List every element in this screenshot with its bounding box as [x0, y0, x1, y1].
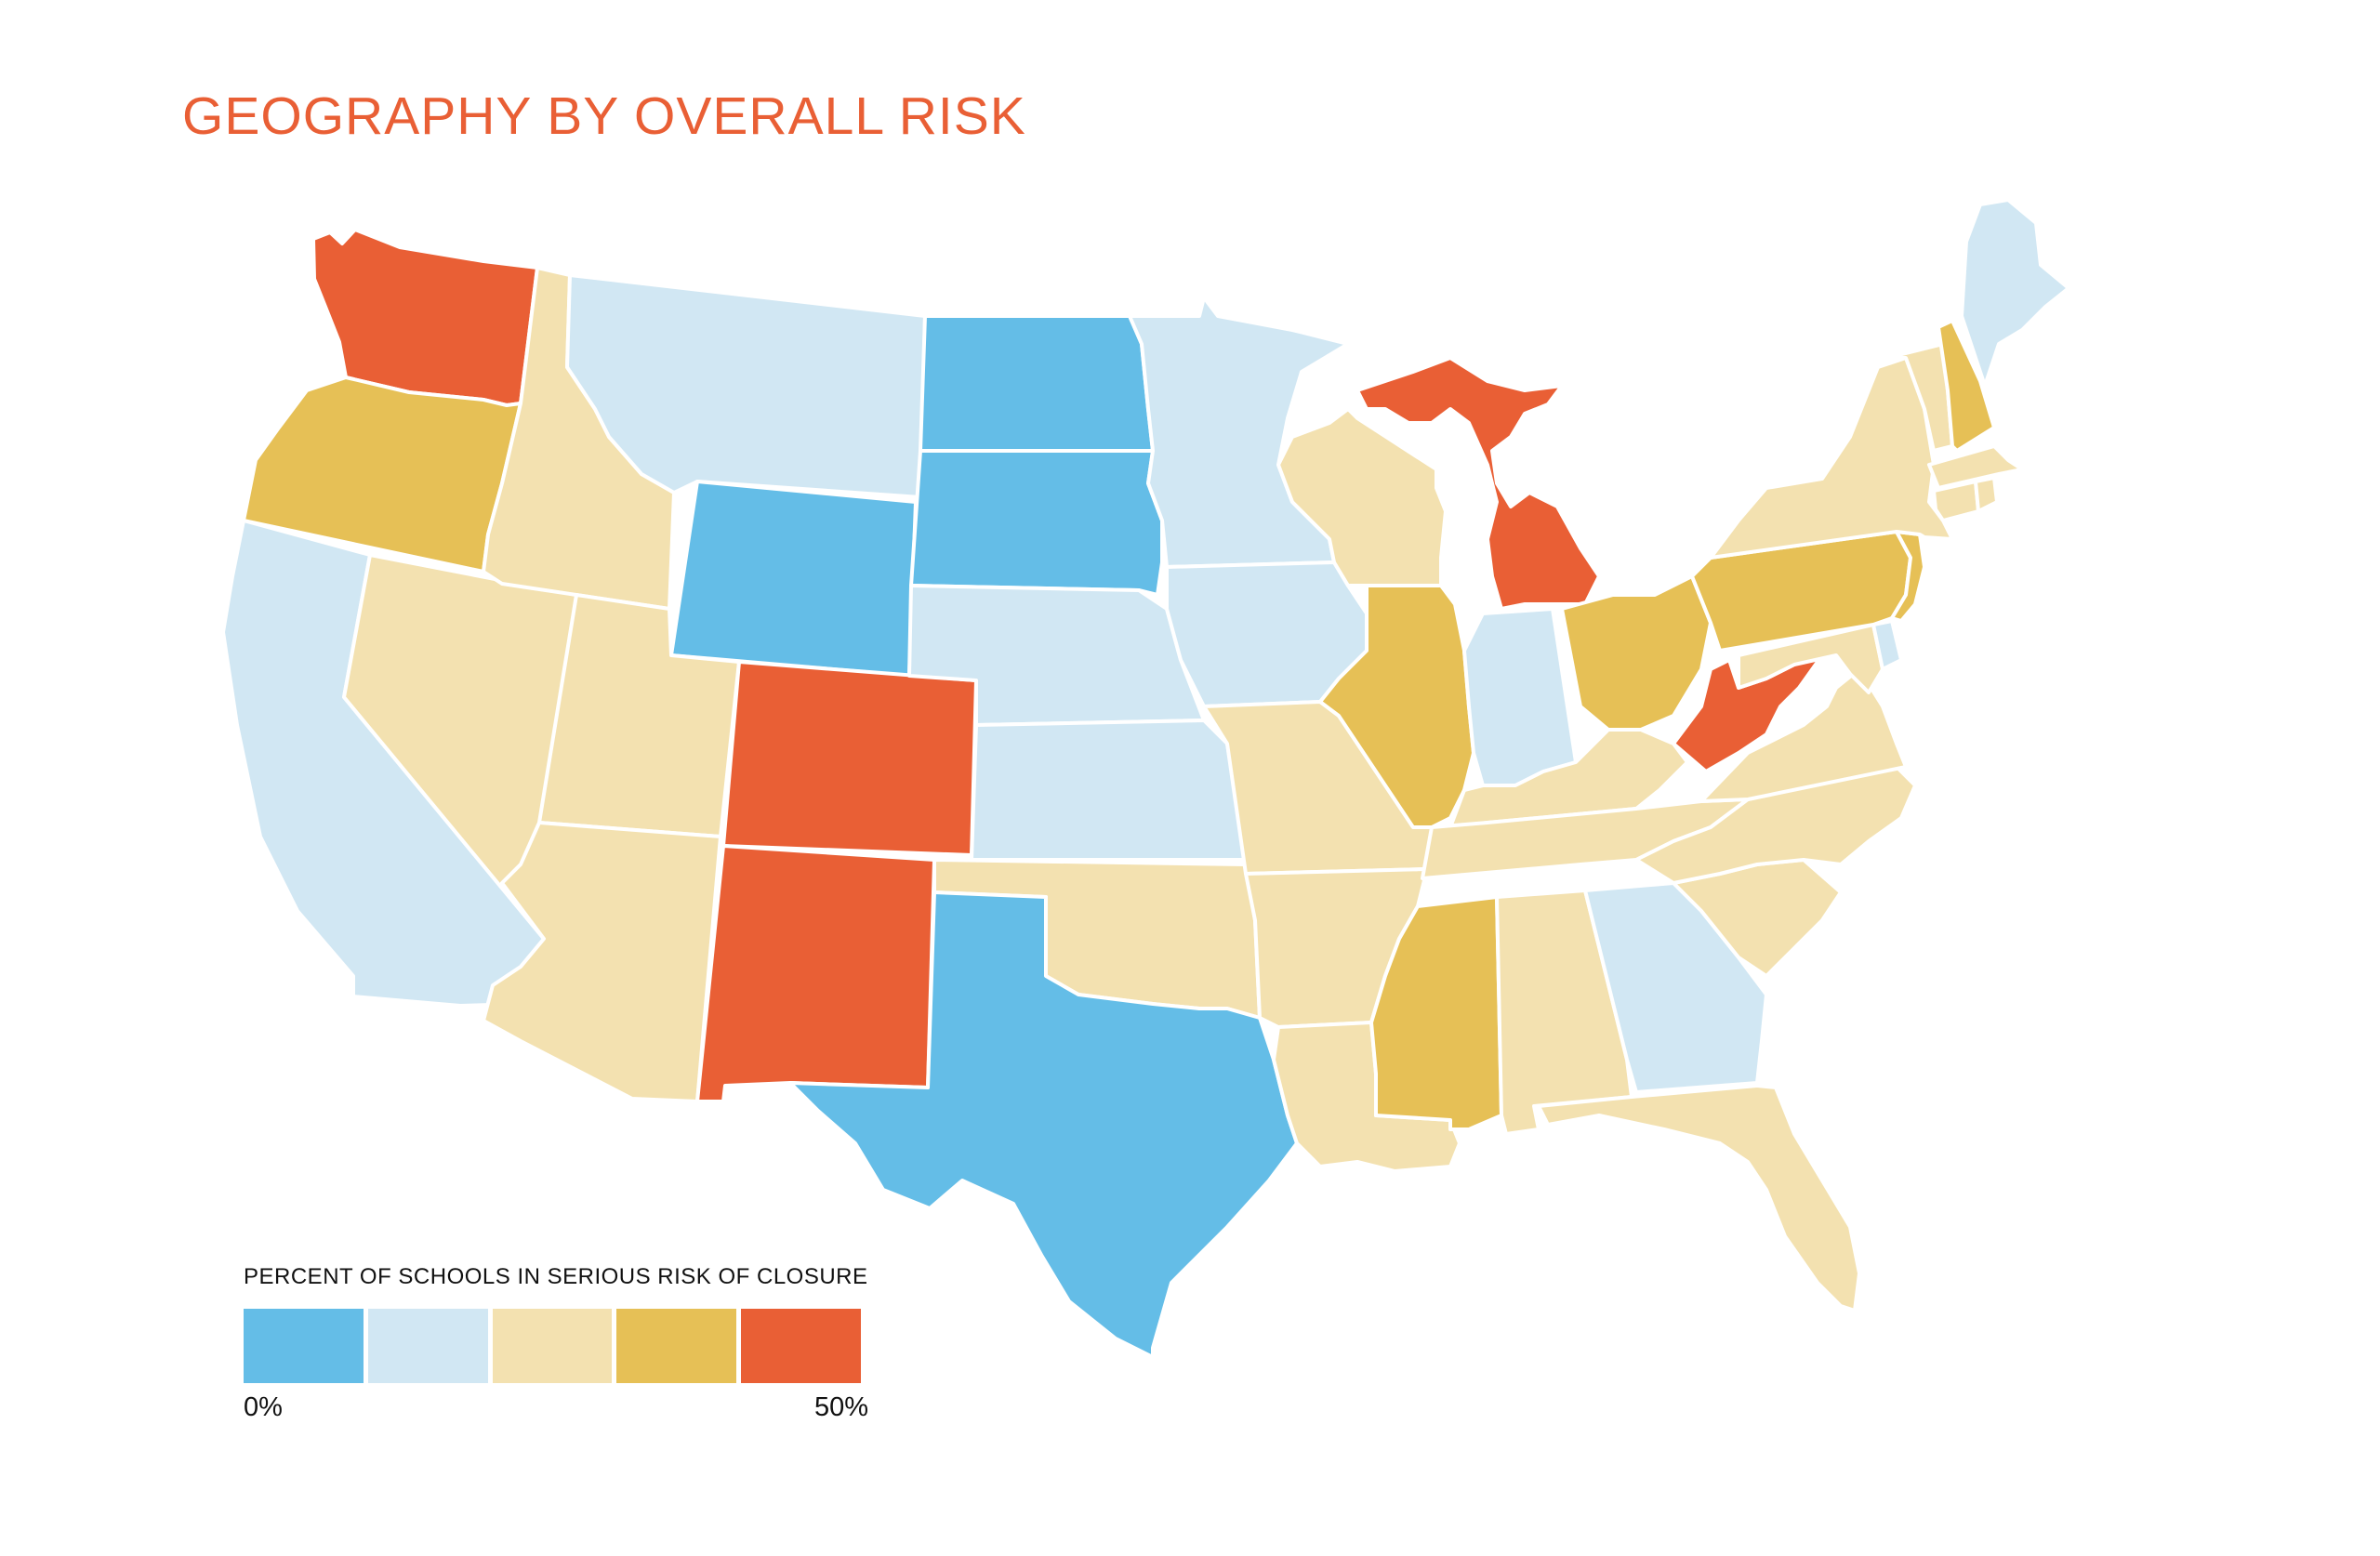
state-wi[interactable] — [1276, 407, 1448, 587]
legend-color-scale — [244, 1309, 861, 1383]
state-oh[interactable] — [1560, 574, 1712, 732]
state-nc[interactable] — [1634, 765, 1917, 885]
state-me[interactable] — [1960, 198, 2070, 388]
state-nh[interactable] — [1937, 319, 1996, 453]
legend-max-label: 50% — [813, 1392, 868, 1422]
legend-labels: 0% 50% — [244, 1392, 868, 1430]
state-ky[interactable] — [1448, 728, 1689, 829]
state-sd[interactable] — [909, 449, 1164, 597]
state-ct[interactable] — [1932, 480, 1980, 522]
legend: PERCENT OF SCHOOLS IN SERIOUS RISK OF CL… — [244, 1264, 868, 1430]
state-nm[interactable] — [695, 844, 936, 1103]
state-in[interactable] — [1462, 607, 1578, 787]
state-nj[interactable] — [1890, 530, 1926, 623]
legend-swatch-5 — [741, 1309, 861, 1383]
state-co[interactable] — [721, 660, 978, 857]
state-fl[interactable] — [1537, 1084, 1861, 1312]
state-nd[interactable] — [919, 314, 1155, 453]
state-ri[interactable] — [1974, 476, 1999, 513]
legend-swatch-2 — [367, 1309, 488, 1383]
legend-min-label: 0% — [244, 1392, 283, 1422]
legend-swatch-1 — [244, 1309, 364, 1383]
state-tx[interactable] — [788, 890, 1299, 1359]
state-mi[interactable] — [1355, 356, 1601, 611]
legend-swatch-4 — [616, 1309, 737, 1383]
legend-title: PERCENT OF SCHOOLS IN SERIOUS RISK OF CL… — [244, 1264, 868, 1289]
page-title: GEOGRAPHY BY OVERALL RISK — [182, 86, 1026, 146]
legend-swatch-3 — [492, 1309, 613, 1383]
state-wy[interactable] — [669, 480, 918, 678]
state-ks[interactable] — [970, 719, 1248, 862]
